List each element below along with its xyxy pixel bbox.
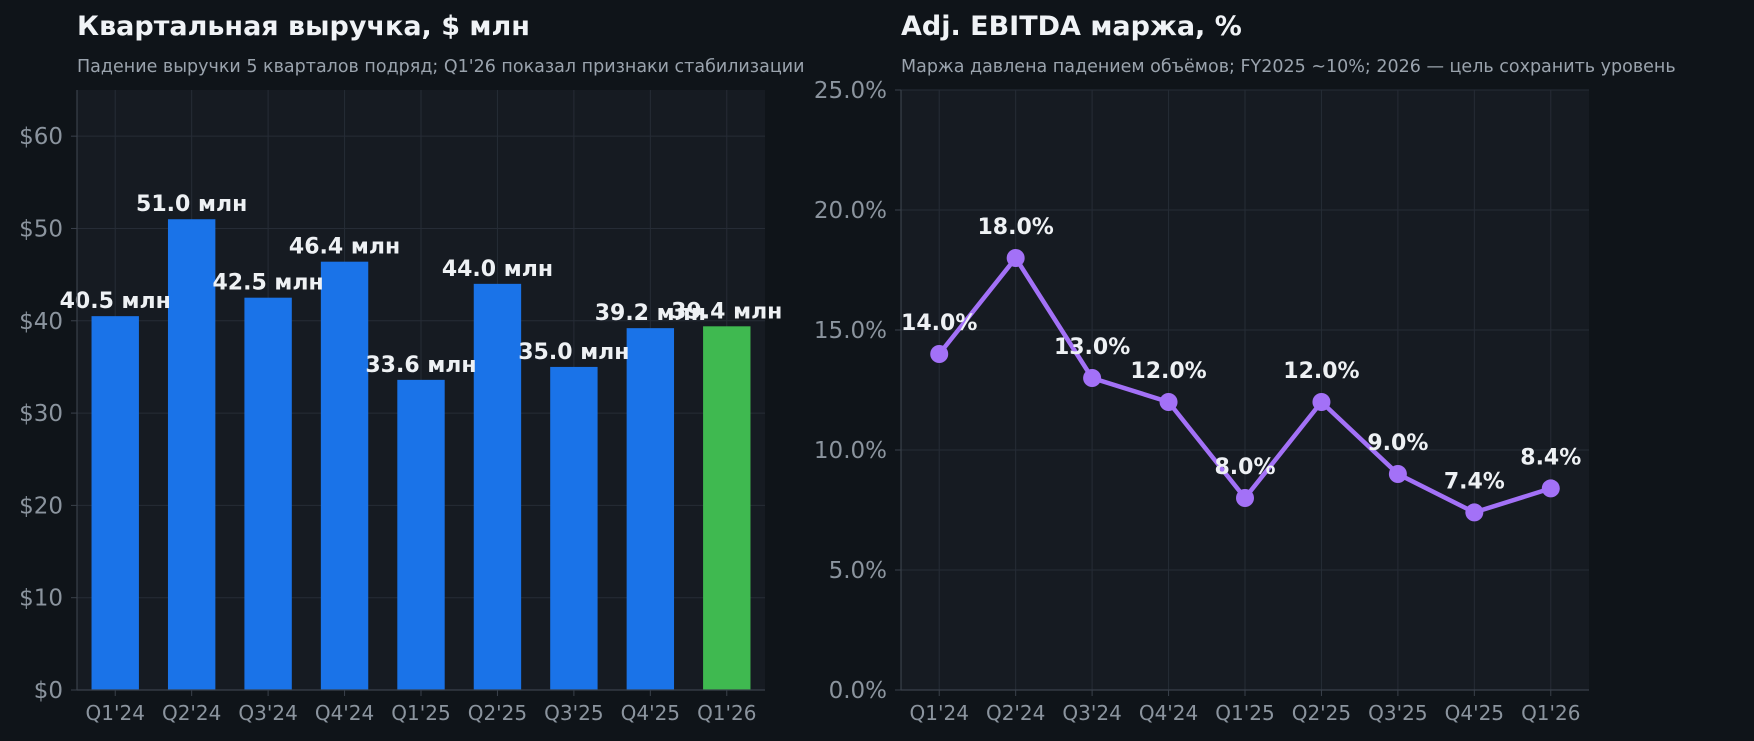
ebitda-data-labels: 14.0%18.0%13.0%12.0%8.0%12.0%9.0%7.4%8.4… (901, 215, 1581, 494)
ebitda-value-label: 8.4% (1520, 445, 1581, 470)
revenue-ytick-label: $0 (34, 678, 63, 704)
revenue-ytick-label: $30 (19, 401, 63, 427)
ebitda-xtick-label: Q4'25 (1445, 701, 1504, 725)
revenue-bar-q124 (91, 316, 139, 690)
ebitda-point-q126 (1541, 479, 1560, 498)
revenue-value-label: 44.0 млн (442, 257, 553, 282)
ebitda-value-label: 14.0% (901, 311, 977, 336)
revenue-value-label: 51.0 млн (136, 192, 247, 217)
revenue-chart: Квартальная выручка, $ млн Падение выруч… (19, 11, 804, 725)
ebitda-xtick-label: Q2'25 (1292, 701, 1351, 725)
revenue-bar-q325 (550, 366, 598, 690)
revenue-bar-q125 (397, 379, 445, 690)
revenue-value-label: 42.5 млн (212, 271, 323, 296)
revenue-bars (91, 219, 751, 690)
revenue-bar-q224 (167, 219, 216, 690)
ebitda-xtick-label: Q1'24 (910, 701, 969, 725)
ebitda-value-label: 9.0% (1367, 431, 1428, 456)
ebitda-xtick-label: Q4'24 (1139, 701, 1198, 725)
revenue-xtick-label: Q1'25 (391, 701, 450, 725)
ebitda-series (930, 249, 1560, 522)
revenue-xtick-label: Q1'24 (86, 701, 145, 725)
revenue-chart-title: Квартальная выручка, $ млн (77, 11, 530, 42)
ebitda-point-q425 (1465, 503, 1484, 522)
ebitda-ytick-label: 15.0% (814, 318, 887, 344)
ebitda-xtick-label: Q3'25 (1368, 701, 1427, 725)
ebitda-chart-subtitle: Маржа давлена падением объёмов; FY2025 ~… (901, 57, 1676, 77)
revenue-value-label: 35.0 млн (518, 340, 629, 365)
revenue-xtick-label: Q2'25 (468, 701, 527, 725)
revenue-bar-q324 (244, 297, 292, 690)
ebitda-value-label: 13.0% (1054, 335, 1130, 360)
ebitda-value-label: 12.0% (1283, 359, 1359, 384)
revenue-xtick-label: Q2'24 (162, 701, 221, 725)
ebitda-point-q324 (1083, 369, 1102, 387)
revenue-xtick-label: Q3'25 (544, 701, 603, 725)
ebitda-value-label: 7.4% (1444, 469, 1505, 494)
ebitda-point-q125 (1236, 489, 1254, 507)
revenue-value-label: 40.5 млн (60, 289, 171, 314)
ebitda-chart-title: Adj. EBITDA маржа, % (901, 11, 1242, 42)
revenue-xtick-label: Q3'24 (238, 701, 297, 725)
revenue-chart-subtitle: Падение выручки 5 кварталов подряд; Q1'2… (77, 57, 805, 77)
ebitda-ytick-label: 0.0% (829, 678, 887, 704)
revenue-ytick-label: $50 (19, 216, 63, 242)
revenue-axes: $0 $10 $20 $30 $40 $50 $60 Q1'24 Q2'24 Q3'24 Q4'24… (19, 90, 765, 725)
revenue-bar-q425 (626, 328, 675, 690)
ebitda-point-q225 (1312, 393, 1331, 411)
ebitda-xtick-label: Q2'24 (986, 701, 1045, 725)
revenue-value-label: 39.4 млн (671, 299, 782, 324)
revenue-ytick-label: $10 (19, 586, 63, 612)
ebitda-xtick-label: Q3'24 (1062, 701, 1121, 725)
ebitda-point-q325 (1388, 465, 1407, 483)
revenue-xtick-label: Q4'25 (621, 701, 680, 725)
ebitda-axes: 0.0% 5.0% 10.0% 15.0% 20.0% 25.0% Q1'24 Q2'24 Q3… (814, 78, 1589, 725)
revenue-bar-q225 (473, 283, 522, 690)
ebitda-ytick-label: 5.0% (829, 558, 887, 584)
revenue-xtick-label: Q4'24 (315, 701, 374, 725)
revenue-value-label: 33.6 млн (365, 353, 476, 378)
ebitda-ytick-label: 10.0% (814, 438, 887, 464)
ebitda-xtick-label: Q1'26 (1521, 701, 1580, 725)
revenue-bar-q126 (703, 326, 751, 690)
ebitda-point-q224 (1006, 249, 1025, 267)
revenue-data-labels: 40.5 млн 51.0 млн 42.5 млн 46.4 млн 33.6 млн… (60, 192, 783, 378)
ebitda-value-label: 18.0% (978, 215, 1054, 240)
ebitda-xtick-label: Q1'25 (1215, 701, 1274, 725)
revenue-value-label: 39.2 млн (595, 301, 706, 326)
revenue-bar-q424 (320, 261, 369, 690)
ebitda-value-label: 12.0% (1130, 359, 1206, 384)
revenue-ytick-label: $20 (19, 493, 63, 519)
revenue-ytick-label: $60 (19, 124, 63, 150)
revenue-xtick-label: Q1'26 (697, 701, 756, 725)
ebitda-point-q124 (930, 345, 949, 363)
ebitda-value-label: 8.0% (1214, 455, 1275, 480)
revenue-value-label: 46.4 млн (289, 235, 400, 260)
ebitda-point-q424 (1159, 393, 1178, 411)
ebitda-ytick-label: 20.0% (814, 198, 887, 224)
ebitda-chart: Adj. EBITDA маржа, % Маржа давлена паден… (814, 11, 1676, 725)
ebitda-ytick-label: 25.0% (814, 78, 887, 104)
revenue-ytick-label: $40 (19, 309, 63, 335)
